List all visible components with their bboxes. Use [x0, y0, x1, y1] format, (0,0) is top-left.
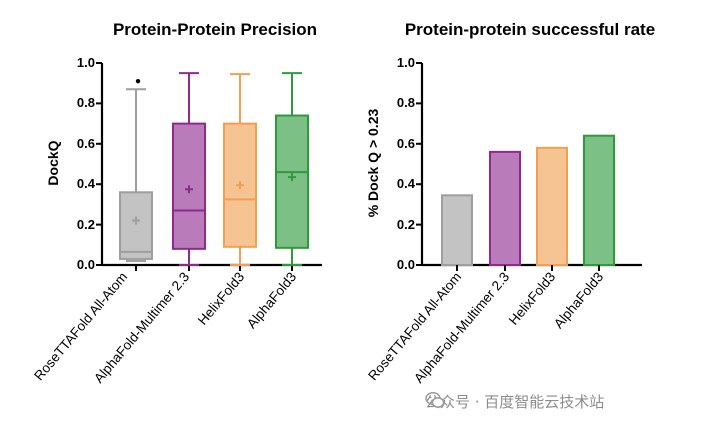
box-0	[119, 191, 153, 260]
box-plot-area	[96, 62, 322, 271]
bar-xlabel-0: RoseTTAFold All-Atom	[365, 269, 464, 383]
bar-chart-y-ticks: 0.0 0.2 0.4 0.6 0.8 1.0	[397, 55, 416, 272]
box-ytick-0: 0.0	[77, 257, 95, 272]
box-chart-y-ticks: 0.0 0.2 0.4 0.6 0.8 1.0	[77, 55, 96, 272]
bar-chart-title: Protein-protein successful rate	[405, 20, 655, 39]
box-3	[275, 114, 309, 249]
bar-xlabel-1: AlphaFold-Multimer 2.3	[411, 269, 512, 386]
bar-3	[583, 134, 615, 266]
bar-ytick-4: 0.8	[397, 95, 415, 110]
bar-1	[489, 150, 521, 267]
box-ytick-4: 0.8	[77, 95, 95, 110]
watermark: 公众号 · 百度智能云技术站	[425, 390, 604, 412]
box-ytick-5: 1.0	[77, 55, 95, 70]
bar-ytick-2: 0.4	[397, 176, 416, 191]
box-chart-ylabel: DockQ	[45, 140, 61, 185]
box-ytick-1: 0.2	[77, 217, 95, 232]
bar-0	[441, 194, 473, 266]
bar-ytick-5: 1.0	[397, 55, 415, 70]
box-chart-title: Protein-Protein Precision	[113, 20, 317, 39]
bar-xlabel-3: AlphaFold3	[551, 269, 606, 331]
box-ytick-3: 0.6	[77, 136, 95, 151]
box-xlabel-3: AlphaFold3	[244, 269, 299, 331]
bar-ytick-0: 0.0	[397, 257, 415, 272]
wechat-icon	[425, 391, 445, 408]
box-ytick-2: 0.4	[77, 176, 96, 191]
bar-plot-area	[416, 62, 642, 271]
watermark-text: 公众号 · 百度智能云技术站	[425, 392, 605, 411]
bar-chart-x-labels: RoseTTAFold All-Atom AlphaFold-Multimer …	[365, 269, 606, 386]
bar-ytick-1: 0.2	[397, 217, 415, 232]
box-outlier	[135, 78, 141, 84]
box-chart-x-labels: RoseTTAFold All-Atom AlphaFold-Multimer …	[31, 269, 299, 386]
bar-chart-ylabel: % Dock Q > 0.23	[365, 109, 381, 218]
bar-2	[536, 146, 568, 266]
bar-xlabel-2: HelixFold3	[506, 269, 558, 328]
box-xlabel-2: HelixFold3	[195, 269, 247, 328]
bar-ytick-3: 0.6	[397, 136, 415, 151]
